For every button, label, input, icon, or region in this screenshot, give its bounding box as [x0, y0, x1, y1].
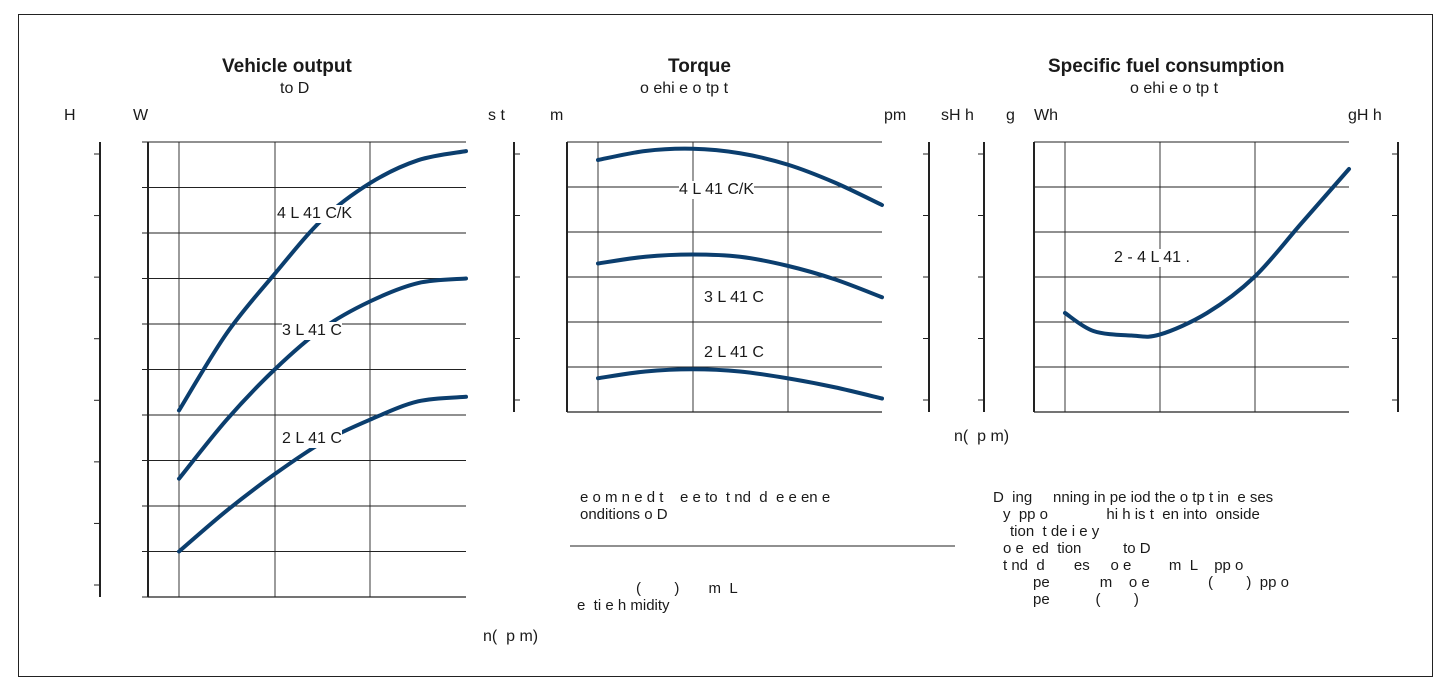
output-subtitle: to D	[280, 80, 310, 97]
output-series-label-2l: 2 L 41 C	[282, 430, 342, 448]
note-right-line7: pe ( )	[1033, 591, 1139, 608]
sfc-axis-label-outer: sH h	[941, 107, 974, 124]
figure-frame	[18, 14, 1433, 677]
sfc-series-0-line	[1063, 167, 1351, 339]
torque-axis-label-outer: s t	[488, 107, 505, 124]
note-right-line6: pe m o e ( ) pp o	[1033, 574, 1289, 591]
note-right-line2: y pp o hi h is t en into onside	[1003, 506, 1260, 523]
output-series-0-line	[177, 149, 468, 413]
output-axis-label-kw: W	[133, 107, 149, 124]
note-right-line5: t nd d es o e m L pp o	[1003, 557, 1244, 574]
output-axis-label-hp: H	[64, 107, 76, 124]
output-title: Vehicle output	[222, 56, 352, 77]
torque-series-2-line	[596, 367, 884, 401]
torque-axis-label-rpm: pm	[884, 107, 907, 124]
output-x-axis-label: n( p m)	[483, 628, 539, 645]
note-right-line3: tion t de i e y	[1010, 523, 1100, 540]
sfc-series-label: 2 - 4 L 41 .	[1114, 249, 1190, 267]
note-middle-line3: ( ) m L	[636, 580, 738, 597]
note-right-line1: D ing nning in pe iod the o tp t in e se…	[993, 489, 1274, 506]
output-series-label-3l: 3 L 41 C	[282, 322, 342, 340]
output-series-label-4l: 4 L 41 C/K	[277, 205, 353, 223]
torque-series-label-4l: 4 L 41 C/K	[679, 181, 755, 199]
sfc-axis-label-inner: Wh	[1034, 107, 1058, 124]
sfc-axis-label-right: gH h	[1348, 107, 1382, 124]
torque-series-label-3l: 3 L 41 C	[704, 289, 764, 307]
note-middle-line2: onditions o D	[580, 506, 668, 523]
torque-axis-label-inner: m	[550, 107, 564, 124]
output-series-2-line	[177, 394, 468, 554]
output-series-1-line	[177, 276, 468, 481]
sfc-axis-label-mid: g	[1006, 107, 1015, 124]
torque-title: Torque	[668, 56, 731, 77]
sfc-title: Specific fuel consumption	[1048, 56, 1285, 77]
note-middle-line4: e ti e h midity	[577, 597, 670, 614]
note-middle-line1: e o m n e d t e e to t nd d e e en e	[580, 489, 831, 506]
note-right-line4: o e ed tion to D	[1003, 540, 1151, 557]
torque-series-0-line	[596, 146, 884, 207]
sfc-subtitle: o ehi e o tp t	[1130, 80, 1219, 97]
torque-series-1-line	[596, 252, 884, 300]
torque-subtitle: o ehi e o tp t	[640, 80, 729, 97]
torque-series-label-2l: 2 L 41 C	[704, 344, 764, 362]
torque-x-axis-label: n( p m)	[954, 428, 1010, 445]
